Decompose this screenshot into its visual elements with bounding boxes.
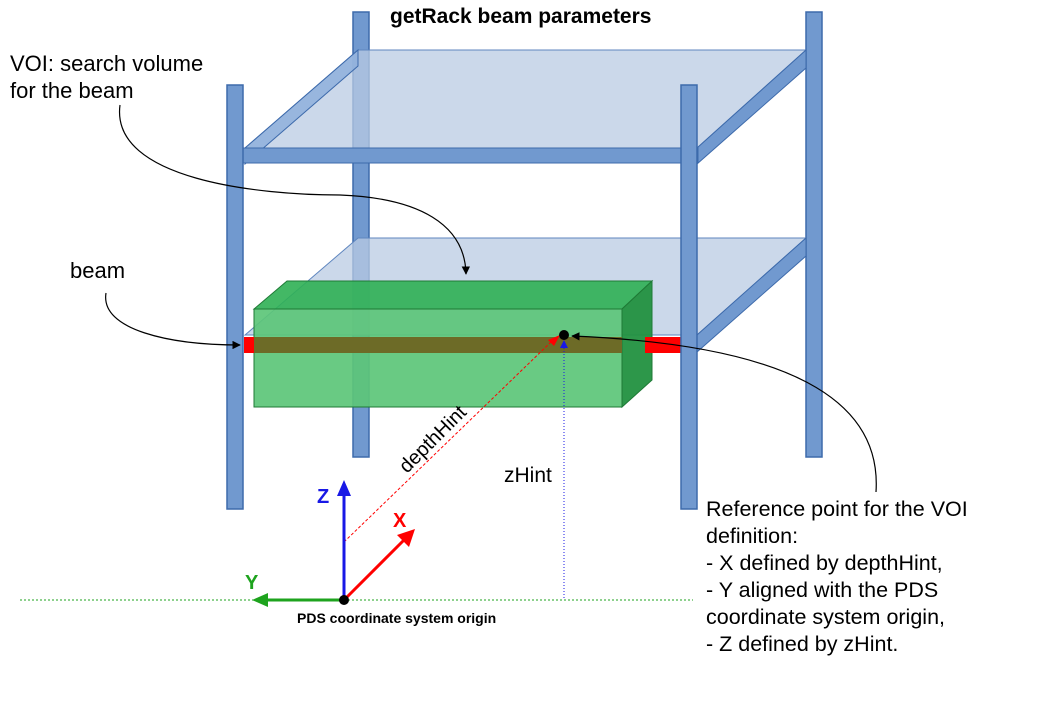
beam-right-end (645, 337, 681, 353)
x-axis-label: X (393, 510, 407, 532)
beam-inside-voi (254, 337, 622, 353)
rack-post-front-right (680, 84, 698, 510)
voi-box-top (252, 280, 654, 310)
z-hint-arrowhead (560, 340, 568, 348)
origin-label: PDS coordinate system origin (297, 610, 497, 626)
upper-shelf-front-bar (242, 147, 699, 164)
rack-post-back-right (805, 11, 823, 458)
y-axis-label: Y (245, 572, 259, 594)
beam-label: beam (70, 258, 126, 283)
depth-hint-arrowhead (548, 335, 560, 346)
x-axis-line (342, 538, 406, 602)
diagram-title: getRack beam parameters (390, 5, 652, 28)
voi-label: VOI: search volume for the beam (10, 51, 204, 103)
voi-callout-arrow (119, 104, 471, 275)
beam-left-end (244, 337, 254, 353)
y-axis-arrowhead (252, 593, 268, 607)
z-axis-arrowhead (337, 480, 351, 496)
depth-hint-line (343, 340, 553, 543)
rack-post-front-left (226, 84, 244, 510)
x-axis-arrowhead (397, 529, 415, 547)
reference-point-note: Reference point for the VOI definition: … (706, 497, 968, 656)
voi-box-front (253, 308, 623, 408)
reference-point (559, 330, 569, 340)
z-hint-label: zHint (504, 464, 552, 487)
z-axis-label: Z (317, 486, 329, 508)
reference-callout-arrow (571, 332, 877, 493)
origin-point (339, 595, 349, 605)
depth-hint-label: depthHint (395, 401, 471, 477)
beam-callout-arrow (105, 292, 241, 350)
